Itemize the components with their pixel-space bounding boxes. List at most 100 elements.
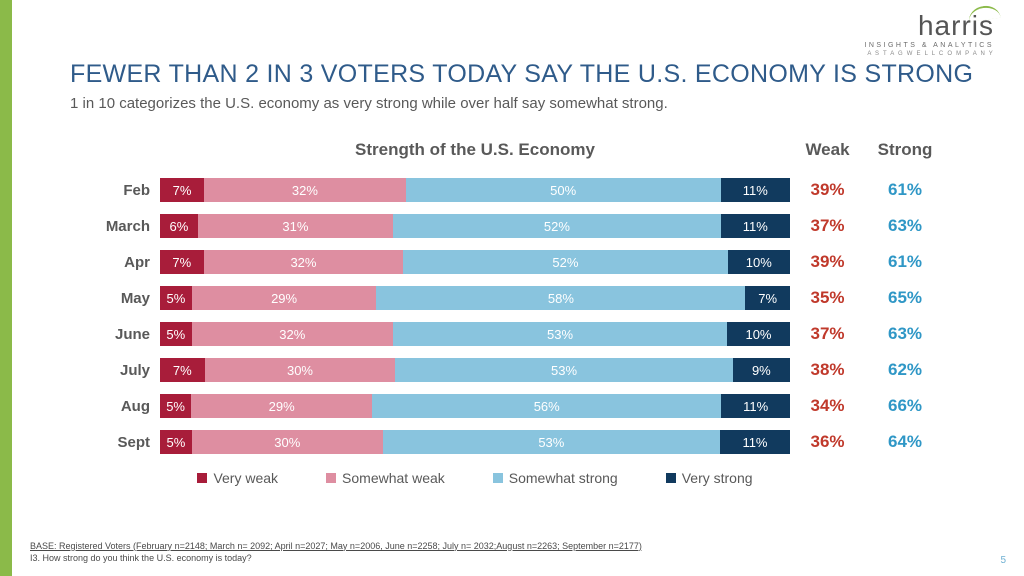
slide-subtitle: 1 in 10 categorizes the U.S. economy as … bbox=[70, 95, 994, 112]
bar-segment-very_weak: 7% bbox=[160, 358, 205, 382]
row-label: May bbox=[70, 290, 160, 307]
chart-row: July7%30%53%9%38%62% bbox=[70, 352, 994, 388]
summary-weak: 39% bbox=[790, 180, 865, 200]
summary-weak: 34% bbox=[790, 396, 865, 416]
summary-strong: 64% bbox=[865, 432, 945, 452]
chart-header-row: Strength of the U.S. Economy Weak Strong bbox=[70, 140, 994, 160]
chart-row: Apr7%32%52%10%39%61% bbox=[70, 244, 994, 280]
bar-segment-very_weak: 5% bbox=[160, 394, 191, 418]
chart-row: Aug5%29%56%11%34%66% bbox=[70, 388, 994, 424]
legend-item-somewhat_strong: Somewhat strong bbox=[493, 470, 618, 486]
legend-label: Somewhat weak bbox=[342, 470, 445, 486]
summary-weak: 35% bbox=[790, 288, 865, 308]
slide-title: FEWER THAN 2 IN 3 VOTERS TODAY SAY THE U… bbox=[70, 60, 994, 89]
footnote-question: I3. How strong do you think the U.S. eco… bbox=[30, 552, 994, 564]
bar-segment-somewhat_strong: 53% bbox=[383, 430, 720, 454]
legend-label: Somewhat strong bbox=[509, 470, 618, 486]
bar-segment-somewhat_weak: 32% bbox=[204, 178, 406, 202]
chart-rows: Feb7%32%50%11%39%61%March6%31%52%11%37%6… bbox=[70, 172, 994, 460]
column-head-weak: Weak bbox=[790, 140, 865, 160]
row-label: Feb bbox=[70, 182, 160, 199]
summary-strong: 63% bbox=[865, 324, 945, 344]
bar-segment-somewhat_weak: 30% bbox=[205, 358, 396, 382]
bar-segment-somewhat_weak: 29% bbox=[192, 286, 377, 310]
bar-segment-very_strong: 9% bbox=[733, 358, 790, 382]
chart-row: June5%32%53%10%37%63% bbox=[70, 316, 994, 352]
slide: { "accent_color": "#8bba49", "logo": { "… bbox=[0, 0, 1024, 576]
stacked-bar: 7%32%52%10% bbox=[160, 250, 790, 274]
summary-strong: 62% bbox=[865, 360, 945, 380]
summary-strong: 65% bbox=[865, 288, 945, 308]
summary-strong: 61% bbox=[865, 252, 945, 272]
legend: Very weak Somewhat weak Somewhat strong Ver… bbox=[160, 470, 790, 486]
stacked-bar: 7%30%53%9% bbox=[160, 358, 790, 382]
logo: harris INSIGHTS & ANALYTICS A S T A G W … bbox=[864, 12, 994, 57]
bar-segment-very_strong: 11% bbox=[721, 394, 790, 418]
summary-strong: 66% bbox=[865, 396, 945, 416]
row-label: Sept bbox=[70, 434, 160, 451]
bar-segment-very_weak: 5% bbox=[160, 286, 192, 310]
chart-row: Sept5%30%53%11%36%64% bbox=[70, 424, 994, 460]
footnote-base: BASE: Registered Voters (February n=2148… bbox=[30, 540, 994, 552]
bar-segment-very_weak: 5% bbox=[160, 430, 192, 454]
summary-weak: 36% bbox=[790, 432, 865, 452]
footnotes: BASE: Registered Voters (February n=2148… bbox=[30, 540, 994, 564]
summary-strong: 61% bbox=[865, 180, 945, 200]
row-label: March bbox=[70, 218, 160, 235]
bar-segment-very_strong: 11% bbox=[721, 214, 790, 238]
row-label: June bbox=[70, 326, 160, 343]
logo-subline2: A S T A G W E L L C O M P A N Y bbox=[864, 51, 994, 57]
bar-segment-very_weak: 6% bbox=[160, 214, 198, 238]
bar-segment-somewhat_strong: 58% bbox=[376, 286, 745, 310]
chart-row: March6%31%52%11%37%63% bbox=[70, 208, 994, 244]
legend-swatch bbox=[326, 473, 336, 483]
bar-segment-somewhat_strong: 50% bbox=[406, 178, 721, 202]
column-head-strong: Strong bbox=[865, 140, 945, 160]
bar-segment-somewhat_weak: 32% bbox=[204, 250, 404, 274]
legend-label: Very strong bbox=[682, 470, 753, 486]
stacked-bar: 5%32%53%10% bbox=[160, 322, 790, 346]
bar-segment-very_strong: 11% bbox=[720, 430, 790, 454]
bar-segment-somewhat_strong: 53% bbox=[393, 322, 727, 346]
legend-swatch bbox=[197, 473, 207, 483]
bar-segment-very_strong: 10% bbox=[728, 250, 790, 274]
bar-segment-somewhat_weak: 31% bbox=[198, 214, 393, 238]
content: FEWER THAN 2 IN 3 VOTERS TODAY SAY THE U… bbox=[70, 60, 994, 112]
bar-segment-very_weak: 5% bbox=[160, 322, 192, 346]
legend-swatch bbox=[493, 473, 503, 483]
stacked-bar: 6%31%52%11% bbox=[160, 214, 790, 238]
chart-title: Strength of the U.S. Economy bbox=[70, 140, 790, 160]
bar-segment-somewhat_weak: 29% bbox=[191, 394, 372, 418]
summary-weak: 37% bbox=[790, 216, 865, 236]
legend-item-very_strong: Very strong bbox=[666, 470, 753, 486]
logo-subline: INSIGHTS & ANALYTICS bbox=[864, 42, 994, 49]
row-label: Aug bbox=[70, 398, 160, 415]
row-label: July bbox=[70, 362, 160, 379]
bar-segment-very_strong: 7% bbox=[745, 286, 790, 310]
bar-segment-very_weak: 7% bbox=[160, 250, 204, 274]
legend-label: Very weak bbox=[213, 470, 278, 486]
stacked-bar: 5%29%56%11% bbox=[160, 394, 790, 418]
chart-row: Feb7%32%50%11%39%61% bbox=[70, 172, 994, 208]
legend-swatch bbox=[666, 473, 676, 483]
summary-weak: 39% bbox=[790, 252, 865, 272]
row-label: Apr bbox=[70, 254, 160, 271]
logo-brand: harris bbox=[864, 12, 994, 40]
bar-segment-somewhat_weak: 32% bbox=[192, 322, 394, 346]
bar-segment-somewhat_weak: 30% bbox=[192, 430, 383, 454]
bar-segment-somewhat_strong: 52% bbox=[403, 250, 727, 274]
bar-segment-somewhat_strong: 53% bbox=[395, 358, 732, 382]
left-accent-bar bbox=[0, 0, 12, 576]
chart: Strength of the U.S. Economy Weak Strong… bbox=[70, 140, 994, 486]
stacked-bar: 7%32%50%11% bbox=[160, 178, 790, 202]
bar-segment-somewhat_strong: 56% bbox=[372, 394, 721, 418]
bar-segment-very_strong: 10% bbox=[727, 322, 790, 346]
stacked-bar: 5%30%53%11% bbox=[160, 430, 790, 454]
bar-segment-somewhat_strong: 52% bbox=[393, 214, 721, 238]
page-number: 5 bbox=[1000, 555, 1006, 566]
legend-item-somewhat_weak: Somewhat weak bbox=[326, 470, 445, 486]
chart-row: May5%29%58%7%35%65% bbox=[70, 280, 994, 316]
summary-weak: 37% bbox=[790, 324, 865, 344]
bar-segment-very_strong: 11% bbox=[721, 178, 790, 202]
summary-strong: 63% bbox=[865, 216, 945, 236]
